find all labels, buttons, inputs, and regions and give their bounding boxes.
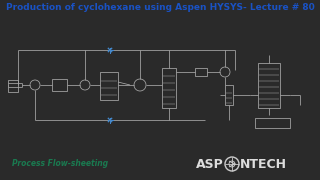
Bar — [225, 85, 233, 105]
Bar — [8, 80, 18, 92]
Text: ASP: ASP — [196, 158, 224, 170]
Bar — [162, 68, 176, 108]
Bar — [258, 63, 280, 108]
Bar — [100, 72, 118, 100]
Bar — [52, 79, 67, 91]
Text: Process Flow-sheeting: Process Flow-sheeting — [12, 159, 108, 168]
Bar — [195, 68, 207, 76]
Text: Production of cyclohexane using Aspen HYSYS- Lecture # 80: Production of cyclohexane using Aspen HY… — [6, 3, 314, 12]
Bar — [255, 118, 290, 128]
Text: NTECH: NTECH — [240, 158, 287, 170]
